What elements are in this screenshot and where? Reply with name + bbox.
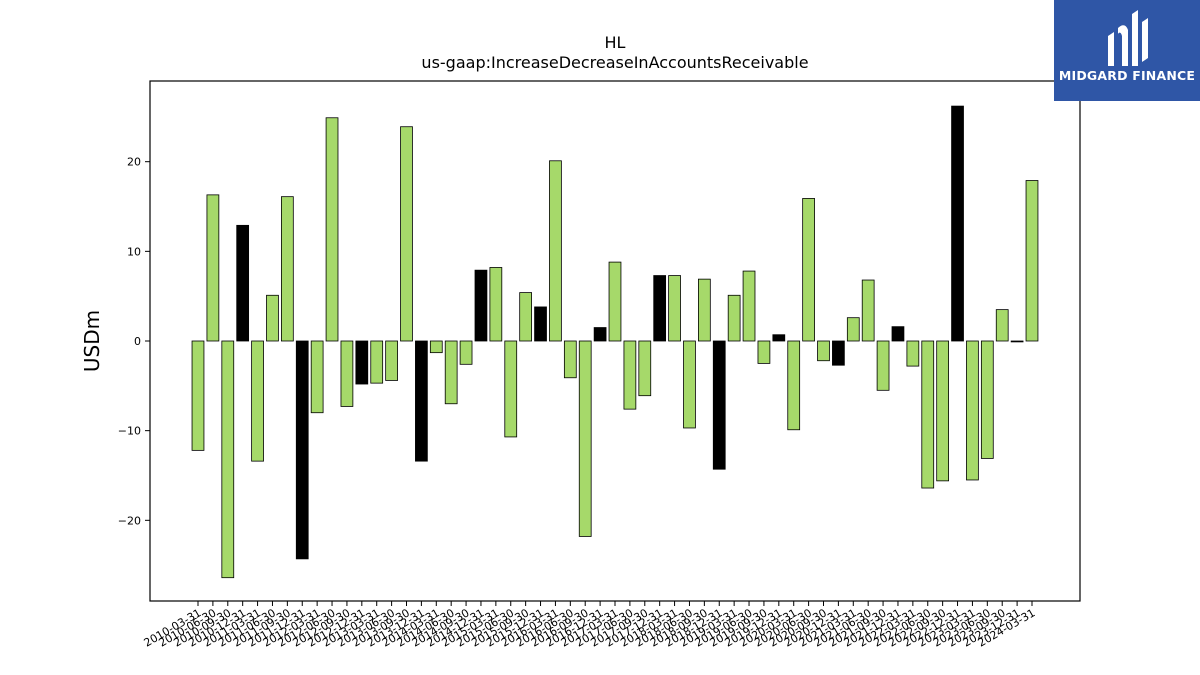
bar-2012-12-31 xyxy=(355,340,369,385)
chart-title: HL xyxy=(605,33,626,52)
y-tick-label: −20 xyxy=(118,514,141,527)
y-axis: −20 −10 0 10 20 xyxy=(118,156,150,527)
bar-2014-09-30 xyxy=(459,340,473,365)
bar-2024-03-31 xyxy=(1025,180,1039,342)
bar-2016-03-31 xyxy=(549,160,562,342)
bar-2017-03-31 xyxy=(608,261,622,342)
bar-2023-06-30 xyxy=(980,340,994,459)
bars-group xyxy=(191,105,1039,579)
bar-2021-06-30 xyxy=(861,279,875,342)
bar-2016-12-31 xyxy=(593,327,607,342)
bar-2018-06-30 xyxy=(683,340,696,429)
bar-2021-03-31 xyxy=(846,317,860,342)
bar-2013-09-30 xyxy=(400,126,413,342)
bar-2011-09-30 xyxy=(280,196,294,342)
bar-2016-09-30 xyxy=(578,340,592,537)
bar-2020-03-31 xyxy=(787,340,801,431)
logo-mark-icon xyxy=(1108,10,1148,66)
y-axis-label: USDm xyxy=(80,310,104,372)
brand-logo: MIDGARD FINANCE xyxy=(1054,0,1200,101)
bar-2010-03-31 xyxy=(191,340,205,451)
bar-2022-06-30 xyxy=(921,340,935,489)
bar-2019-12-31 xyxy=(772,334,786,342)
logo-text: MIDGARD FINANCE xyxy=(1058,68,1196,83)
bar-2019-09-30 xyxy=(757,340,771,364)
bar-2014-03-31 xyxy=(429,340,443,354)
bar-2021-12-31 xyxy=(891,326,905,342)
bar-2013-06-30 xyxy=(385,340,398,381)
bar-2022-12-31 xyxy=(951,105,964,342)
bar-2017-12-31 xyxy=(653,275,667,342)
bar-2019-03-31 xyxy=(727,294,741,342)
bar-2013-03-31 xyxy=(370,340,384,384)
chart-subtitle: us-gaap:IncreaseDecreaseInAccountsReceiv… xyxy=(421,53,808,72)
bar-2011-03-31 xyxy=(251,340,264,462)
bar-2018-12-31 xyxy=(712,340,726,470)
y-tick-label: 0 xyxy=(134,335,141,348)
bar-2010-12-31 xyxy=(236,224,250,342)
bar-2023-03-31 xyxy=(966,340,979,481)
y-tick-label: 20 xyxy=(127,156,141,169)
y-tick-label: 10 xyxy=(127,245,141,258)
bar-2014-12-31 xyxy=(474,269,488,342)
bar-2015-12-31 xyxy=(534,306,547,342)
bar-2018-03-31 xyxy=(668,275,681,342)
bar-2012-09-30 xyxy=(340,340,354,407)
plot-frame xyxy=(149,80,1081,602)
bar-2011-12-31 xyxy=(295,340,309,560)
bar-2023-09-30 xyxy=(995,309,1009,342)
bar-2015-09-30 xyxy=(519,292,533,342)
y-tick-label: −10 xyxy=(118,425,141,438)
bar-2012-06-30 xyxy=(325,117,339,342)
bar-2014-06-30 xyxy=(444,340,458,405)
bar-2012-03-31 xyxy=(310,340,324,414)
bar-2020-12-31 xyxy=(832,340,845,366)
bar-2016-06-30 xyxy=(563,340,577,379)
bar-2015-06-30 xyxy=(504,340,518,438)
bar-2018-09-30 xyxy=(698,278,711,342)
bar-2022-03-31 xyxy=(906,340,920,367)
bar-2020-06-30 xyxy=(802,198,815,342)
bar-2011-06-30 xyxy=(266,294,279,342)
bar-2010-06-30 xyxy=(206,194,220,342)
bar-2022-09-30 xyxy=(936,340,950,482)
x-axis: 2010-03-312010-06-302010-09-302010-12-31… xyxy=(142,601,1038,650)
bar-2023-12-31 xyxy=(1010,340,1024,343)
bar-2019-06-30 xyxy=(742,270,756,342)
bar-2017-06-30 xyxy=(623,340,637,410)
bar-2013-12-31 xyxy=(415,340,428,462)
bar-2020-09-30 xyxy=(817,340,830,362)
bar-2017-09-30 xyxy=(638,340,652,397)
bar-2015-03-31 xyxy=(489,267,503,342)
bar-2021-09-30 xyxy=(876,340,890,391)
bar-2010-09-30 xyxy=(221,340,235,579)
